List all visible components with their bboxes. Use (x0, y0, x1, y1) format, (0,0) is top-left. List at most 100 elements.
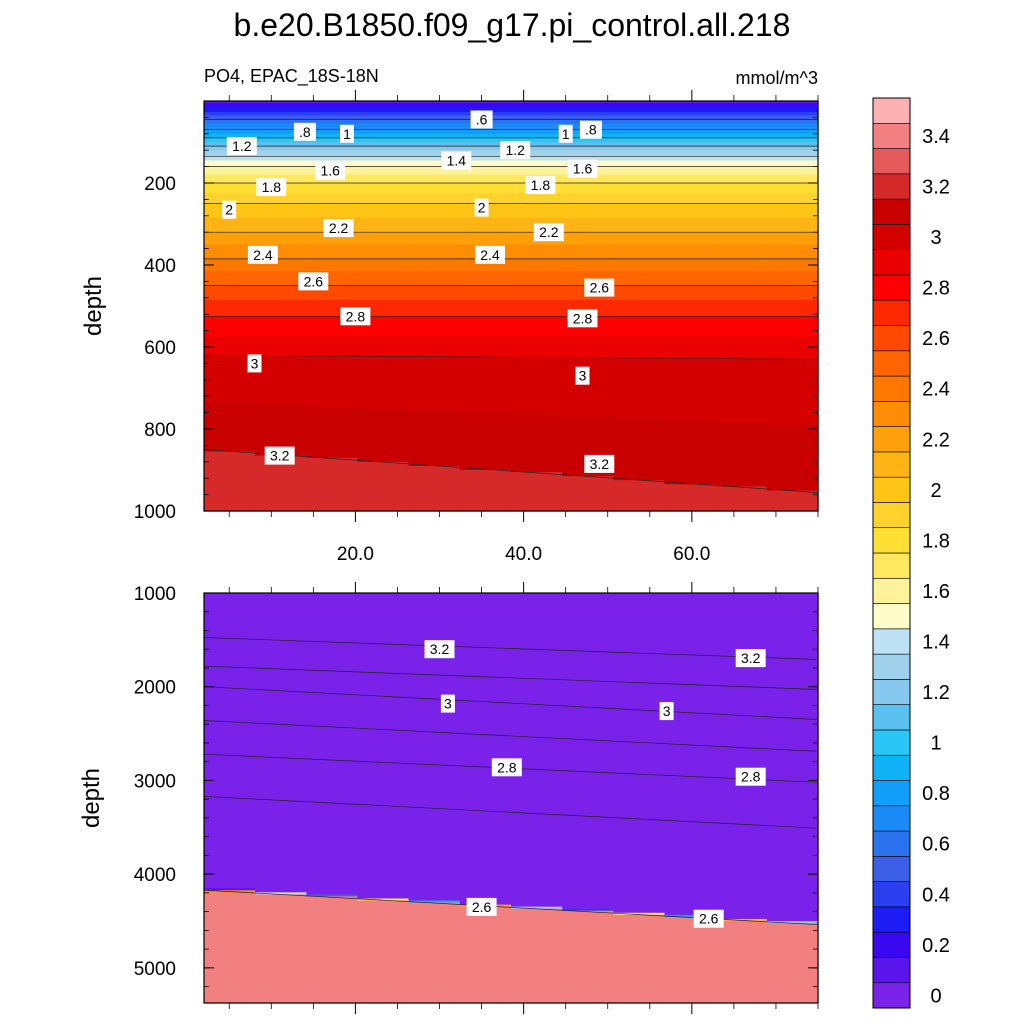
fill-cell (357, 478, 410, 481)
fill-cell (511, 994, 563, 998)
fill-cell (357, 609, 410, 613)
fill-cell (459, 455, 512, 459)
fill-cell (715, 316, 768, 319)
fill-cell (459, 984, 512, 988)
fill-cell (204, 918, 256, 922)
fill-cell (204, 623, 256, 627)
fill-cell (511, 431, 563, 434)
fill-cell (766, 478, 819, 481)
fill-cell (664, 634, 717, 637)
fill-cell (357, 929, 410, 932)
fill-cell (204, 996, 256, 1000)
fill-cell (459, 613, 512, 617)
fill-cell (306, 861, 359, 865)
fill-cell (357, 959, 410, 963)
fill-cell (511, 918, 563, 922)
fill-cell (459, 763, 512, 766)
fill-cell (459, 371, 512, 375)
fill-cell (408, 857, 461, 861)
fill-cell (511, 355, 563, 358)
contour-label: 1.8 (531, 177, 551, 193)
fill-cell (408, 139, 461, 143)
fill-cell (562, 193, 614, 196)
fill-cell (562, 693, 614, 697)
fill-cell (715, 213, 768, 217)
fill-cell (255, 299, 307, 303)
fill-cell (408, 933, 461, 936)
fill-cell (562, 750, 614, 754)
fill-cell (511, 123, 563, 127)
fill-cell (255, 841, 307, 844)
fill-cell (613, 351, 666, 354)
fill-cell (664, 420, 717, 424)
fill-cell (715, 252, 768, 256)
fill-cell (357, 404, 410, 408)
fill-cell (255, 808, 307, 811)
fill-cell (664, 340, 717, 344)
fill-cell (715, 642, 768, 645)
fill-cell (613, 488, 666, 492)
fill-cell (408, 178, 461, 182)
fill-cell (408, 761, 461, 764)
fill-cell (204, 609, 256, 613)
fill-cell (306, 623, 359, 627)
fill-cell (357, 968, 410, 971)
fill-cell (511, 675, 563, 678)
fill-cell (204, 176, 256, 180)
fill-cell (766, 800, 819, 803)
fill-cell (408, 271, 461, 274)
fill-cell (255, 900, 307, 904)
fill-cell (664, 943, 717, 947)
fill-cell (357, 215, 410, 219)
fill-cell (511, 802, 563, 805)
fill-cell (562, 740, 614, 744)
fill-cell (255, 320, 307, 323)
fill-cell (408, 162, 461, 166)
fill-cell (255, 726, 307, 729)
fill-cell (562, 832, 614, 836)
fill-cell (766, 699, 819, 703)
fill-cell (459, 636, 512, 639)
fill-cell (255, 308, 307, 311)
fill-cell (204, 802, 256, 805)
fill-cell (766, 492, 819, 496)
fill-cell (408, 314, 461, 317)
fill-cell (766, 675, 819, 678)
fill-cell (715, 670, 768, 674)
fill-cell (664, 740, 717, 744)
fill-cell (613, 160, 666, 164)
contour-label: 2.4 (253, 247, 273, 263)
fill-cell (459, 412, 512, 416)
fill-cell (459, 135, 512, 139)
fill-cell (715, 693, 768, 697)
fill-cell (766, 613, 819, 617)
fill-cell (204, 724, 256, 727)
fill-cell (459, 785, 512, 789)
fill-cell (562, 986, 614, 990)
fill-cell (306, 242, 359, 246)
fill-cell (357, 316, 410, 319)
fill-cell (204, 937, 256, 941)
fill-cell (664, 498, 717, 502)
fill-cell (255, 224, 307, 227)
fill-cell (664, 183, 717, 186)
fill-cell (204, 798, 256, 801)
fill-cell (357, 787, 410, 791)
fill-cell (357, 508, 410, 512)
fill-cell (459, 648, 512, 651)
fill-cell (204, 355, 256, 358)
fill-cell (408, 900, 461, 904)
fill-cell (255, 941, 307, 945)
fill-cell (255, 861, 307, 865)
fill-cell (459, 275, 512, 278)
fill-cell (715, 765, 768, 768)
fill-cell (357, 677, 410, 680)
fill-cell (459, 644, 512, 647)
fill-cell (562, 480, 614, 483)
fill-cell (766, 783, 819, 787)
fill-cell (306, 129, 359, 133)
fill-cell (204, 242, 256, 246)
fill-cell (664, 422, 717, 426)
fill-cell (408, 927, 461, 930)
fill-cell (306, 111, 359, 114)
